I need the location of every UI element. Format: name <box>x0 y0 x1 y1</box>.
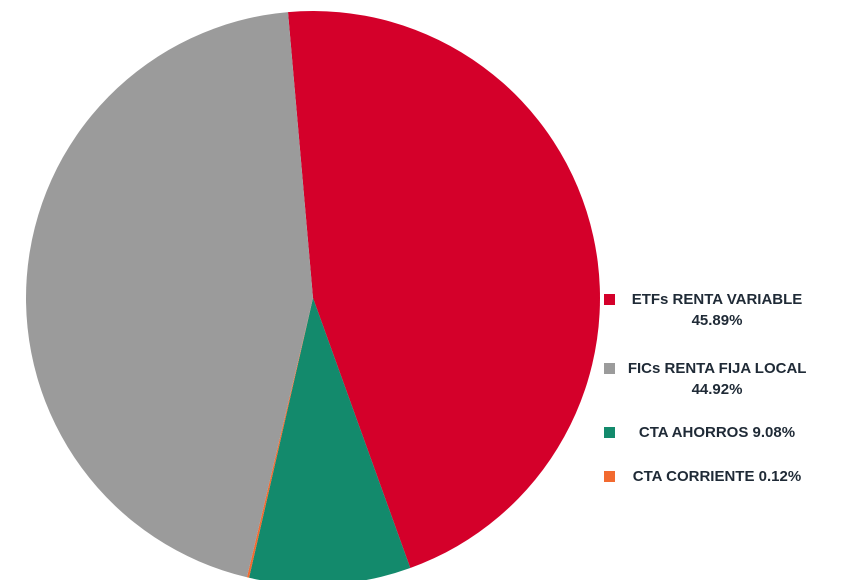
pie-slice <box>26 12 313 578</box>
legend-entry: FICs RENTA FIJA LOCAL 44.92% <box>604 358 834 400</box>
legend-name: ETFs RENTA VARIABLE <box>631 291 803 308</box>
pie-slice <box>287 11 600 569</box>
legend-value: 44.92% <box>691 381 743 398</box>
legend-name: CTA CORRIENTE <box>632 468 755 485</box>
legend-swatch <box>604 427 615 438</box>
legend-swatch <box>604 363 615 374</box>
pie-slice <box>249 298 411 580</box>
legend-entry: CTA AHORROS 9.08% <box>604 422 834 443</box>
legend-swatch <box>604 294 615 305</box>
legend-name: CTA AHORROS <box>638 424 749 441</box>
legend-label: ETFs RENTA VARIABLE 45.89% <box>627 289 807 331</box>
legend-label: FICs RENTA FIJA LOCAL 44.92% <box>627 358 807 400</box>
legend-swatch <box>604 471 615 482</box>
legend-entry: CTA CORRIENTE 0.12% <box>604 466 834 487</box>
pie-slice <box>246 298 313 578</box>
legend-label: CTA CORRIENTE 0.12% <box>627 466 807 487</box>
legend-value: 0.12% <box>758 468 802 485</box>
legend-name: FICs RENTA FIJA LOCAL <box>627 360 807 377</box>
legend-value: 45.89% <box>691 312 743 329</box>
legend-entry: ETFs RENTA VARIABLE 45.89% <box>604 289 834 331</box>
legend-value: 9.08% <box>752 424 796 441</box>
legend-label: CTA AHORROS 9.08% <box>627 422 807 443</box>
